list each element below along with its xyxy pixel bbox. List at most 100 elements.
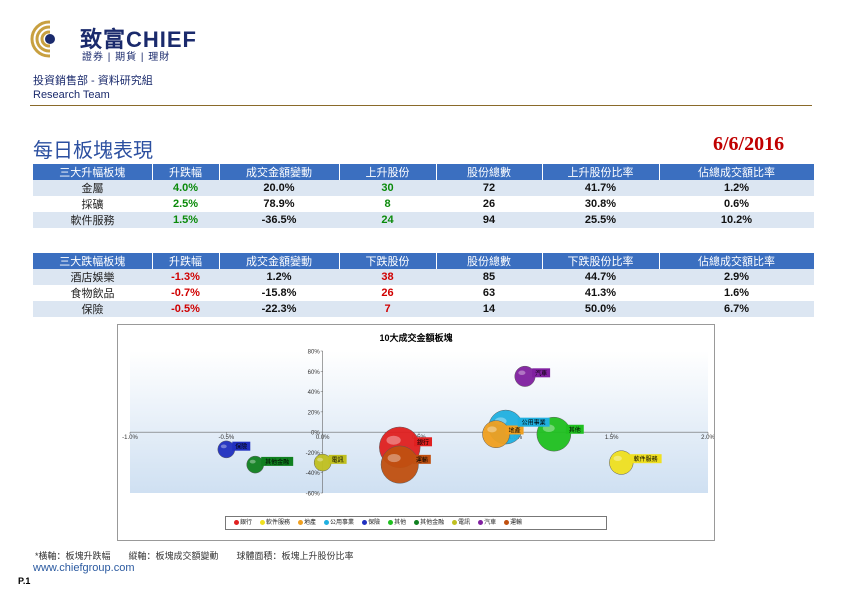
y-tick-label: 20% xyxy=(308,410,321,416)
legend-label: 公用事業 xyxy=(330,520,355,526)
legend-item: 軟件服務 xyxy=(260,517,290,529)
x-tick-label: 2.0% xyxy=(701,435,714,441)
turnover-cell: -22.3% xyxy=(219,301,339,317)
share-cell: 0.6% xyxy=(659,196,814,212)
ratio-cell: 30.8% xyxy=(542,196,659,212)
y-tick-label: -60% xyxy=(306,492,321,498)
report-date: 6/6/2016 xyxy=(713,133,785,155)
legend-marker-icon xyxy=(504,519,510,525)
share-cell: 1.6% xyxy=(659,285,814,301)
chart-legend: 銀行 軟件服務 地產 公用事業 保險 其他 其他金融 電訊 汽車 運輸 xyxy=(225,516,607,530)
legend-item: 電訊 xyxy=(452,517,470,529)
share-cell: 10.2% xyxy=(659,212,814,228)
header-cell: 佔總成交額比率 xyxy=(659,253,815,269)
change-cell: -1.3% xyxy=(152,269,219,285)
bubble-label: 汽車 xyxy=(535,369,547,377)
bubble-label: 地產 xyxy=(509,426,521,434)
bubble-label-box xyxy=(328,454,347,464)
header-cell: 上升股份比率 xyxy=(542,164,660,180)
header-cell: 成交金額變動 xyxy=(219,164,340,180)
bubble-label-box xyxy=(505,425,524,435)
bubble-label-box xyxy=(261,456,294,466)
y-tick-label: -40% xyxy=(306,471,321,477)
ratio-cell: 44.7% xyxy=(542,269,659,285)
table-row: 金屬 4.0% 20.0% 30 72 41.7% 1.2% xyxy=(33,180,814,196)
chart-title: 10大成交金額板塊 xyxy=(379,332,452,343)
sector-name: 採礦 xyxy=(33,196,152,212)
legend-marker-icon xyxy=(414,519,420,525)
bubble-highlight xyxy=(518,370,526,376)
logo-name: 致富CHIEF xyxy=(80,27,198,52)
legend-item: 公用事業 xyxy=(324,517,354,529)
header-cell: 股份總數 xyxy=(436,164,543,180)
total-cell: 94 xyxy=(436,212,542,228)
header-cell: 佔總成交額比率 xyxy=(659,164,815,180)
bubble-highlight xyxy=(317,457,324,462)
total-cell: 72 xyxy=(436,180,542,196)
bubble-汽車 xyxy=(514,365,536,387)
change-cell: 2.5% xyxy=(152,196,219,212)
change-cell: -0.7% xyxy=(152,285,219,301)
legend-marker-icon xyxy=(362,519,368,525)
losers-header-row: 三大跌幅板塊 升跌幅 成交金額變動 下跌股份 股份總數 下跌股份比率 佔總成交額… xyxy=(33,253,815,269)
legend-label: 汽車 xyxy=(484,520,497,526)
header-cell: 三大跌幅板塊 xyxy=(33,253,153,269)
y-tick-label: 0% xyxy=(311,431,320,437)
count-cell: 38 xyxy=(339,269,436,285)
bubble-label: 保險 xyxy=(235,443,247,451)
ratio-cell: 50.0% xyxy=(542,301,659,317)
share-cell: 2.9% xyxy=(659,269,814,285)
turnover-cell: -36.5% xyxy=(219,212,339,228)
bubble-label-box xyxy=(232,441,251,451)
department-name: 投資銷售部 - 資料研究組 xyxy=(33,75,153,87)
bubble-label: 電訊 xyxy=(332,456,344,464)
bubble-label: 運輸 xyxy=(416,456,428,464)
header-cell: 上升股份 xyxy=(339,164,437,180)
y-tick-label: 80% xyxy=(308,350,321,356)
x-tick-label: -0.5% xyxy=(218,435,234,441)
page-title: 每日板塊表現 xyxy=(33,138,153,162)
turnover-cell: -15.8% xyxy=(219,285,339,301)
bubble-highlight xyxy=(487,426,497,433)
ratio-cell: 41.7% xyxy=(542,180,659,196)
bubble-highlight xyxy=(613,455,622,462)
y-tick-label: 40% xyxy=(308,390,321,396)
bubble-label: 其他 xyxy=(569,426,581,434)
change-cell: 4.0% xyxy=(152,180,219,196)
chart-footnote: *橫軸：板塊升跌幅 縱軸：板塊成交額變動 球體面積：板塊上升股份比率 xyxy=(35,551,354,561)
bubble-運輸 xyxy=(380,445,419,484)
bubble-label: 公用事業 xyxy=(522,419,546,427)
gainers-table: 三大升幅板塊 升跌幅 成交金額變動 上升股份 股份總數 上升股份比率 佔總成交額… xyxy=(33,164,815,228)
department-block: 投資銷售部 - 資料研究組 Research Team xyxy=(33,74,153,102)
turnover-cell: 20.0% xyxy=(219,180,339,196)
header-cell: 升跌幅 xyxy=(152,253,220,269)
sector-name: 食物飲品 xyxy=(33,285,152,301)
legend-label: 電訊 xyxy=(458,520,471,526)
x-tick-label: 1.5% xyxy=(605,435,619,441)
sector-name: 軟件服務 xyxy=(33,212,152,228)
count-cell: 26 xyxy=(339,285,436,301)
logo-subtitle: 證券 | 期貨 | 理財 xyxy=(82,52,171,63)
website-link[interactable]: www.chiefgroup.com xyxy=(33,562,135,574)
team-name: Research Team xyxy=(33,89,110,101)
table-row: 酒店娛樂 -1.3% 1.2% 38 85 44.7% 2.9% xyxy=(33,269,814,285)
bubble-chart-frame: 10大成交金額板塊 80% 60% 40% 20% 0% -20% -40% -60% -1.… xyxy=(117,324,715,541)
legend-item: 其他金融 xyxy=(414,517,444,529)
header-cell: 下跌股份 xyxy=(339,253,437,269)
sector-name: 酒店娛樂 xyxy=(33,269,152,285)
x-tick-label: -1.0% xyxy=(122,435,138,441)
legend-label: 軟件服務 xyxy=(266,520,291,526)
count-cell: 30 xyxy=(339,180,436,196)
turnover-cell: 78.9% xyxy=(219,196,339,212)
legend-item: 汽車 xyxy=(478,517,496,529)
change-cell: -0.5% xyxy=(152,301,219,317)
legend-label: 其他金融 xyxy=(420,520,445,526)
header-cell: 股份總數 xyxy=(436,253,543,269)
header-cell: 成交金額變動 xyxy=(219,253,340,269)
legend-item: 地產 xyxy=(298,517,316,529)
count-cell: 24 xyxy=(339,212,436,228)
bubble-label: 軟件服務 xyxy=(634,455,658,463)
total-cell: 63 xyxy=(436,285,542,301)
page-number: P.1 xyxy=(18,576,31,586)
legend-marker-icon xyxy=(234,519,239,525)
